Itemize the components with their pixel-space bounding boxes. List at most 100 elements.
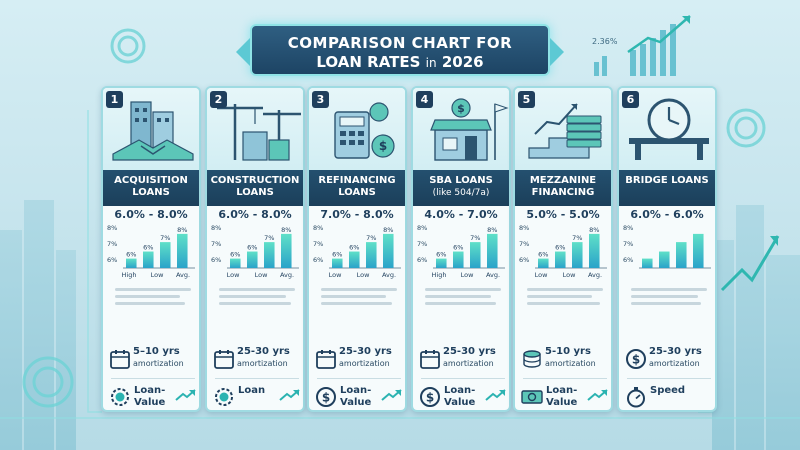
- foot-row: $ Loan-Value: [315, 384, 405, 410]
- bar-data-label: 6%: [230, 251, 240, 259]
- bar-data-label: 6%: [555, 244, 565, 252]
- calendar-icon: [316, 350, 336, 369]
- calendar-icon: [110, 350, 130, 369]
- bar-data-label: 6%: [247, 244, 257, 252]
- card-number: 3: [312, 91, 329, 108]
- y-tick-label: 8%: [313, 224, 323, 232]
- term-row: 5-10 yrs amortization: [521, 346, 609, 376]
- svg-text:$: $: [426, 391, 434, 405]
- card-title: MEZZANINE FINANCING: [515, 170, 611, 206]
- rate-bar: [126, 258, 137, 268]
- x-tick-label: Low: [227, 271, 240, 279]
- bar-data-label: 7%: [366, 234, 376, 242]
- rate-bar: [538, 258, 549, 268]
- foot-label: Loan-Value: [340, 385, 372, 408]
- card-title: CONSTRUCTION LOANS: [207, 170, 303, 206]
- page-title-line1: COMPARISON CHART FOR: [287, 34, 513, 52]
- foot-row: Loan-Value: [521, 384, 611, 410]
- x-tick-label: Low: [151, 271, 164, 279]
- divider: [111, 378, 195, 379]
- divider: [421, 378, 505, 379]
- bar-data-label: 7%: [572, 234, 582, 242]
- placeholder-text-lines: [631, 288, 707, 309]
- card-title-text: MEZZANINE FINANCING: [529, 175, 597, 198]
- rate-bar-chart: 8% 7% 6% 6% 6% 7% 8% Low Low Avg.: [313, 224, 401, 279]
- rate-bar: [572, 242, 583, 268]
- term-amortization: amortization: [133, 359, 184, 368]
- term-row: 25-30 yrs amortization: [213, 346, 301, 376]
- bar-data-label: 6%: [143, 244, 153, 252]
- placeholder-text-lines: [527, 288, 603, 309]
- card-illustration-area: [207, 88, 303, 170]
- card-title-text: REFINANCING LOANS: [318, 175, 396, 198]
- divider: [523, 378, 607, 379]
- bar-data-label: 7%: [264, 234, 274, 242]
- storefront-icon: $: [430, 98, 509, 161]
- dollar-coin-icon: $: [420, 387, 440, 407]
- x-tick-label: Avg.: [280, 271, 294, 279]
- card-number: 1: [106, 91, 123, 108]
- y-tick-label: 6%: [107, 256, 117, 264]
- dollar-coin-icon: $: [316, 387, 336, 407]
- card-construction-loans: 2 CONSTRUCTION LOANS 6.0% - 8.0% 8% 7% 6% 6…: [205, 86, 305, 412]
- trend-arrow-icon: [381, 389, 402, 401]
- placeholder-text-lines: [219, 288, 295, 309]
- card-illustration-area: [515, 88, 611, 170]
- rate-bar: [332, 258, 343, 268]
- y-tick-label: 6%: [623, 256, 633, 264]
- term-years: 25-30 yrs: [339, 346, 392, 357]
- bar-data-label: 8%: [589, 226, 599, 234]
- card-number: 4: [416, 91, 433, 108]
- placeholder-text-lines: [321, 288, 397, 309]
- x-tick-label: High: [432, 271, 447, 279]
- rate-range: 7.0% - 8.0%: [320, 208, 394, 221]
- x-tick-label: Low: [357, 271, 370, 279]
- foot-label: Loan: [238, 385, 266, 396]
- rate-bar: [676, 242, 687, 268]
- rate-bar: [177, 233, 188, 268]
- foot-row: Loan-Value: [109, 384, 199, 410]
- x-tick-label: Avg.: [486, 271, 500, 279]
- card-number: 2: [210, 91, 227, 108]
- y-tick-label: 6%: [519, 256, 529, 264]
- placeholder-text-lines: [425, 288, 501, 309]
- foot-row: $ Loan-Value: [419, 384, 509, 410]
- cranes-icon: [217, 104, 301, 161]
- calculator-coins-icon: $: [334, 102, 395, 159]
- rate-bar: [589, 233, 600, 268]
- x-tick-label: Low: [329, 271, 342, 279]
- page-title-line2: LOAN RATES in 2026: [252, 53, 548, 71]
- card-mezzanine-financing: 5 MEZZANINE FINANCING 5.0% - 5.0% 8% 7% 6%…: [513, 86, 613, 412]
- card-title-text: SBA LOANS: [429, 175, 493, 186]
- rate-bar: [160, 242, 171, 268]
- bar-data-label: 8%: [383, 226, 393, 234]
- term-row: $ 25-30 yrs amortization: [625, 346, 713, 376]
- card-title: BRIDGE LOANS: [619, 170, 715, 206]
- rate-range: 4.0% - 7.0%: [424, 208, 498, 221]
- foot-row: Speed: [625, 384, 715, 410]
- bar-data-label: 8%: [177, 226, 187, 234]
- rate-bar: [487, 233, 498, 268]
- svg-text:$: $: [457, 102, 465, 115]
- gear-dollar-icon: [111, 388, 129, 406]
- title-year: 2026: [441, 53, 484, 71]
- y-tick-label: 6%: [417, 256, 427, 264]
- y-tick-label: 7%: [623, 240, 633, 248]
- bar-data-label: 6%: [332, 251, 342, 259]
- term-amortization: amortization: [339, 359, 390, 368]
- card-acquisition-loans: 1 ACQUISITION LOANS 6.0% - 8.0% 8% 7% 6% 6%…: [101, 86, 201, 412]
- bar-data-label: 7%: [160, 234, 170, 242]
- y-tick-label: 8%: [211, 224, 221, 232]
- bar-data-label: 6%: [436, 251, 446, 259]
- term-years: 5-10 yrs: [545, 346, 591, 357]
- rate-bar-chart: 8% 7% 6% 6% 6% 7% 8% Low Low Avg.: [519, 224, 607, 279]
- term-years: 5–10 yrs: [133, 346, 180, 357]
- rate-range: 6.0% - 8.0%: [218, 208, 292, 221]
- card-subtitle: (like 504/7a): [432, 188, 490, 198]
- card-number: 5: [518, 91, 535, 108]
- calendar-icon: [420, 350, 440, 369]
- bar-data-label: 8%: [487, 226, 497, 234]
- calendar-icon: [214, 350, 234, 369]
- stopwatch-icon: [627, 387, 645, 408]
- svg-text:$: $: [379, 139, 387, 153]
